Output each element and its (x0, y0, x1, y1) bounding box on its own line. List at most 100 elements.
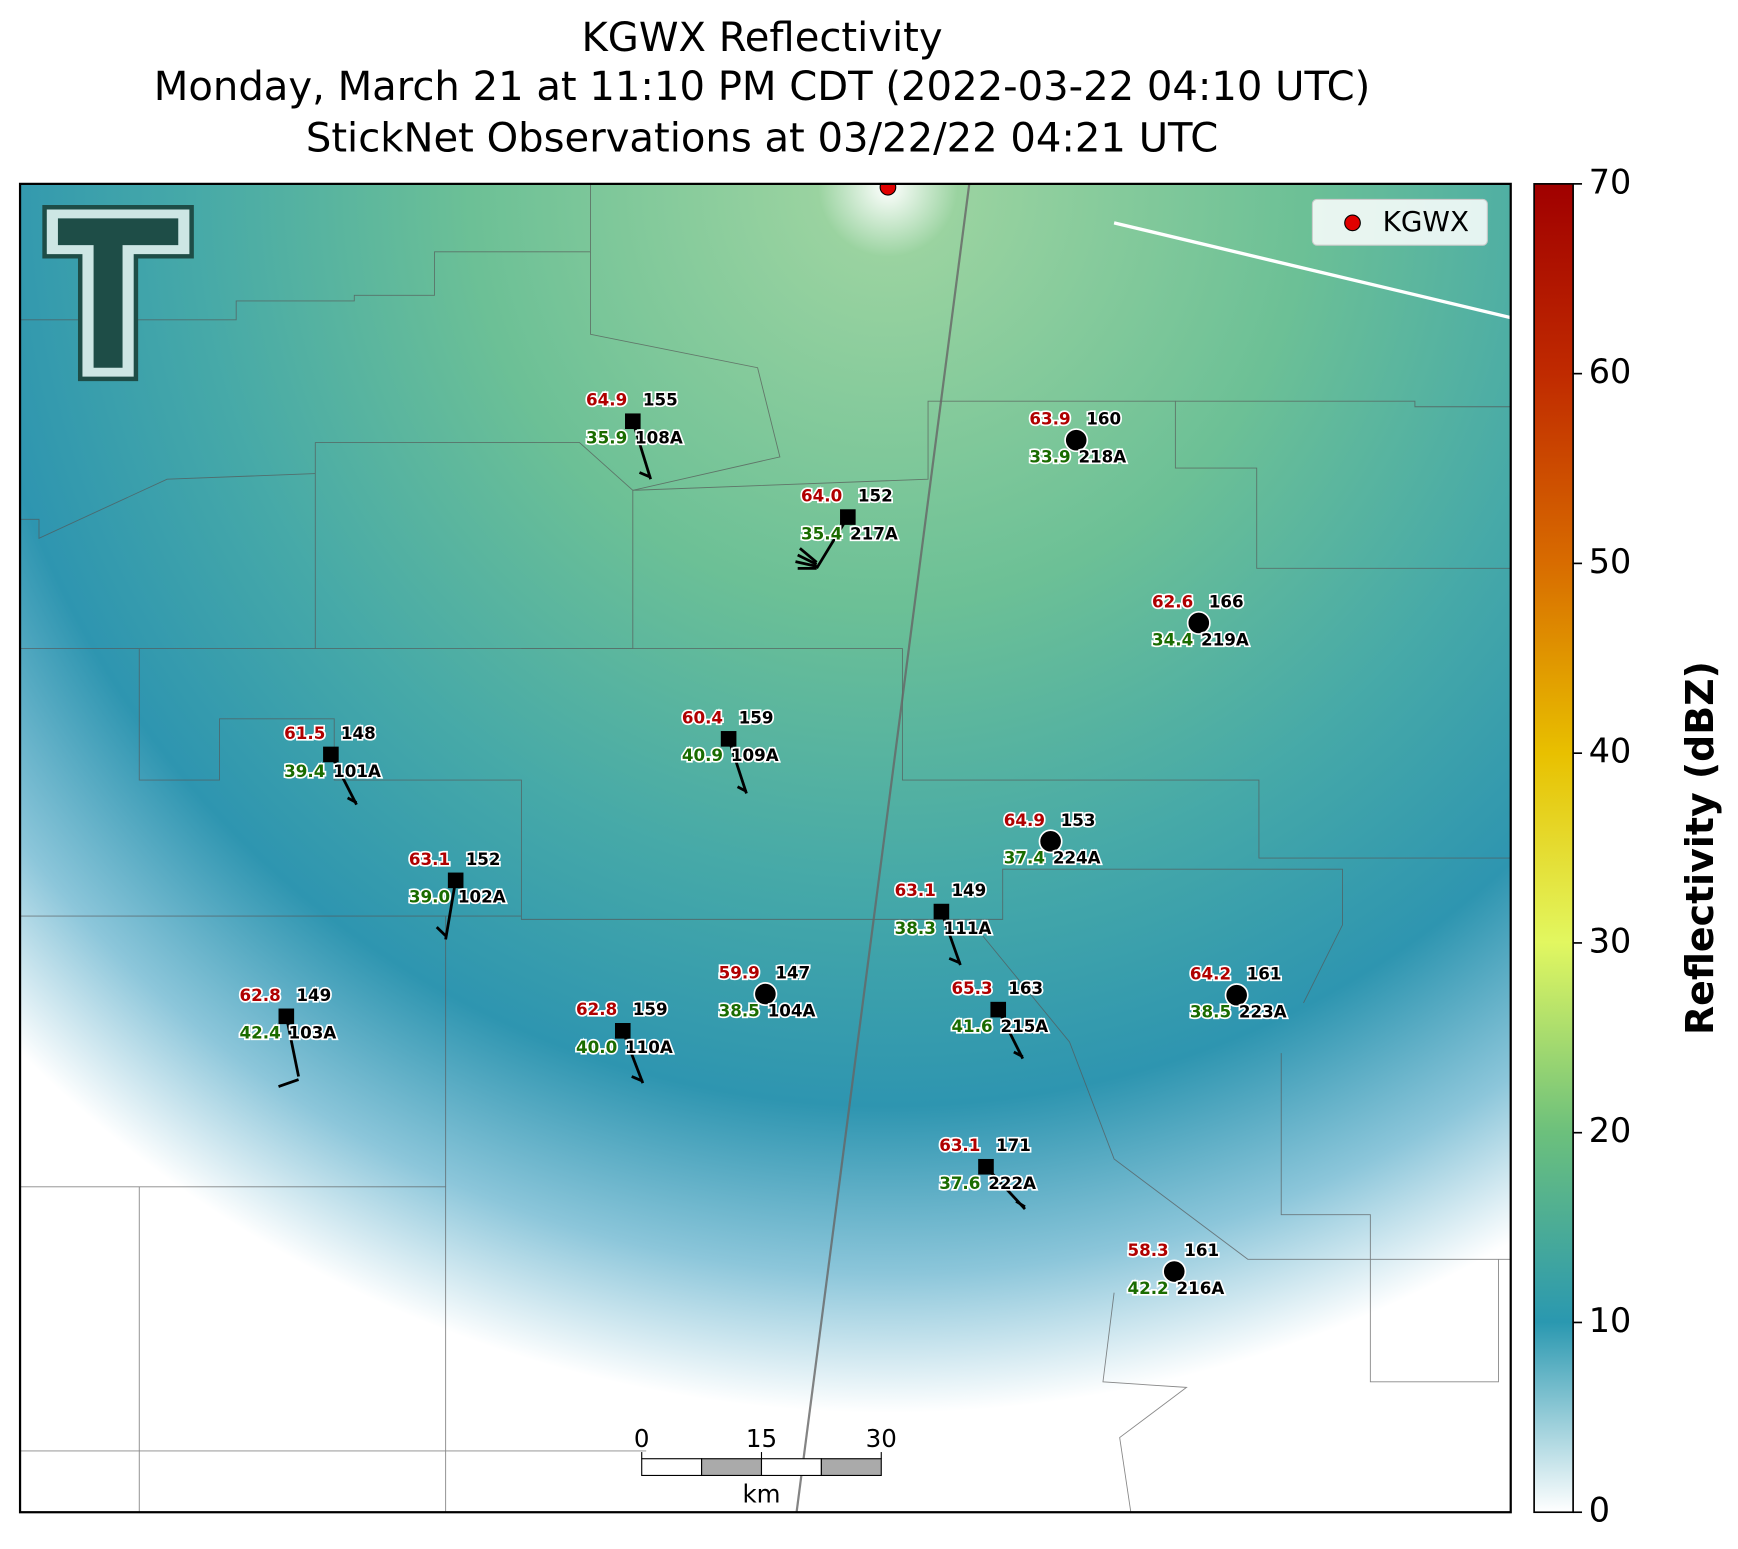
dewpoint: 39.0 (409, 887, 450, 907)
station-marker (840, 509, 856, 525)
station-marker (447, 872, 464, 889)
station-marker (1038, 829, 1063, 854)
dewpoint: 39.4 (284, 761, 325, 781)
station-marker (1186, 610, 1211, 635)
colorbar-tick-label: 50 (1589, 542, 1632, 581)
pressure: 163 (1008, 978, 1043, 998)
radar-site (879, 183, 897, 196)
station-marker (990, 1001, 1007, 1018)
pressure: 159 (739, 707, 774, 727)
station-marker (614, 1023, 631, 1039)
station-id: 222A (988, 1173, 1036, 1193)
map-frame (18, 182, 1512, 1514)
subtitle: StickNet Observations at 03/22/22 04:21 … (306, 115, 1218, 161)
logo (42, 205, 194, 382)
station-id: 217A (850, 523, 898, 543)
wind-barb-flag (278, 1078, 300, 1088)
dewpoint: 40.0 (576, 1037, 617, 1057)
station-marker (323, 746, 339, 763)
station-id: 219A (1201, 629, 1249, 649)
temperature: 62.6 (1152, 591, 1193, 611)
temperature: 58.3 (1127, 1240, 1168, 1260)
wind-barb (621, 1030, 645, 1084)
colorbar-tick-label: 40 (1589, 732, 1632, 771)
wind-barb (329, 753, 358, 806)
pressure: 160 (1086, 409, 1121, 429)
temperature: 61.5 (284, 723, 325, 743)
temperature: 63.9 (1029, 409, 1070, 429)
colorbar-label: Reflectivity (dBZ) (1678, 661, 1722, 1035)
pressure: 152 (858, 486, 893, 506)
colorbar-tick-label: 10 (1589, 1301, 1632, 1340)
dewpoint: 35.9 (586, 428, 627, 448)
reflectivity-field (20, 183, 1511, 1513)
spike-artifact (1113, 221, 1511, 320)
temperature: 64.9 (586, 390, 627, 410)
pressure: 152 (466, 849, 501, 869)
station-id: 108A (635, 428, 683, 448)
scale-segment (641, 1458, 703, 1477)
wind-barb (631, 420, 652, 480)
legend-label: KGWX (1383, 205, 1469, 238)
legend: KGWX (1311, 198, 1488, 246)
wind-barb (284, 1016, 300, 1077)
station-marker (933, 903, 950, 920)
wind-barb (815, 516, 850, 570)
station-marker (978, 1158, 994, 1175)
pressure: 147 (775, 962, 810, 982)
station-marker (625, 413, 641, 430)
wind-barb (996, 1009, 1024, 1060)
stations: 64.9 155 35.9 108A 64.0 152 35.4 217A 63.9 160 33.… (238, 388, 1289, 1300)
scale-tick-label: 15 (746, 1424, 777, 1453)
wind-barb-flag (797, 553, 818, 566)
dewpoint: 42.2 (1127, 1278, 1168, 1298)
dewpoint: 34.4 (1152, 629, 1193, 649)
pressure: 166 (1209, 591, 1244, 611)
wind-barb (940, 911, 962, 966)
pressure: 149 (296, 985, 331, 1005)
station-id: 215A (1000, 1016, 1048, 1036)
colorbar-tick-label: 60 (1589, 352, 1632, 391)
wind-barb-flag (795, 560, 817, 568)
station-marker (1162, 1259, 1187, 1284)
pressure: 171 (996, 1135, 1031, 1155)
wind-barb-flag (346, 796, 358, 804)
temperature: 60.4 (682, 707, 723, 727)
station-id: 101A (333, 761, 381, 781)
station-id: 223A (1239, 1001, 1287, 1021)
station-marker (720, 731, 737, 747)
scale-segment (760, 1458, 822, 1477)
temperature: 64.2 (1190, 964, 1231, 984)
pressure: 153 (1061, 810, 1096, 830)
scale-segment (701, 1458, 763, 1477)
colorbar (1533, 183, 1574, 1514)
colorbar-tick-label: 30 (1589, 921, 1632, 960)
pressure: 161 (1184, 1240, 1219, 1260)
colorbar-tick-label: 70 (1589, 162, 1632, 201)
scale-bar: 0 15 30 km (634, 1424, 897, 1509)
scale-unit: km (742, 1480, 780, 1509)
wind-barb (727, 738, 748, 794)
wind-barb-flag (736, 785, 748, 793)
wind-barb-flag (631, 1075, 644, 1083)
dewpoint: 37.6 (939, 1173, 980, 1193)
station-marker (1064, 428, 1089, 453)
dewpoint: 41.6 (951, 1016, 992, 1036)
pressure: 148 (341, 723, 376, 743)
pressure: 155 (643, 390, 678, 410)
station-id: 110A (625, 1037, 673, 1057)
beam-blockage (795, 183, 971, 1513)
temperature: 63.1 (939, 1135, 980, 1155)
temperature: 64.0 (801, 486, 842, 506)
temperature: 62.8 (240, 985, 281, 1005)
station-id: 224A (1053, 848, 1101, 868)
wind-barb-flag (948, 957, 961, 965)
station-marker (1224, 983, 1249, 1008)
wind-barb-flag (799, 547, 818, 564)
pressure: 149 (951, 880, 986, 900)
temperature: 63.1 (895, 880, 936, 900)
wind-barb-flag (638, 471, 652, 479)
legend-marker (1344, 214, 1361, 232)
